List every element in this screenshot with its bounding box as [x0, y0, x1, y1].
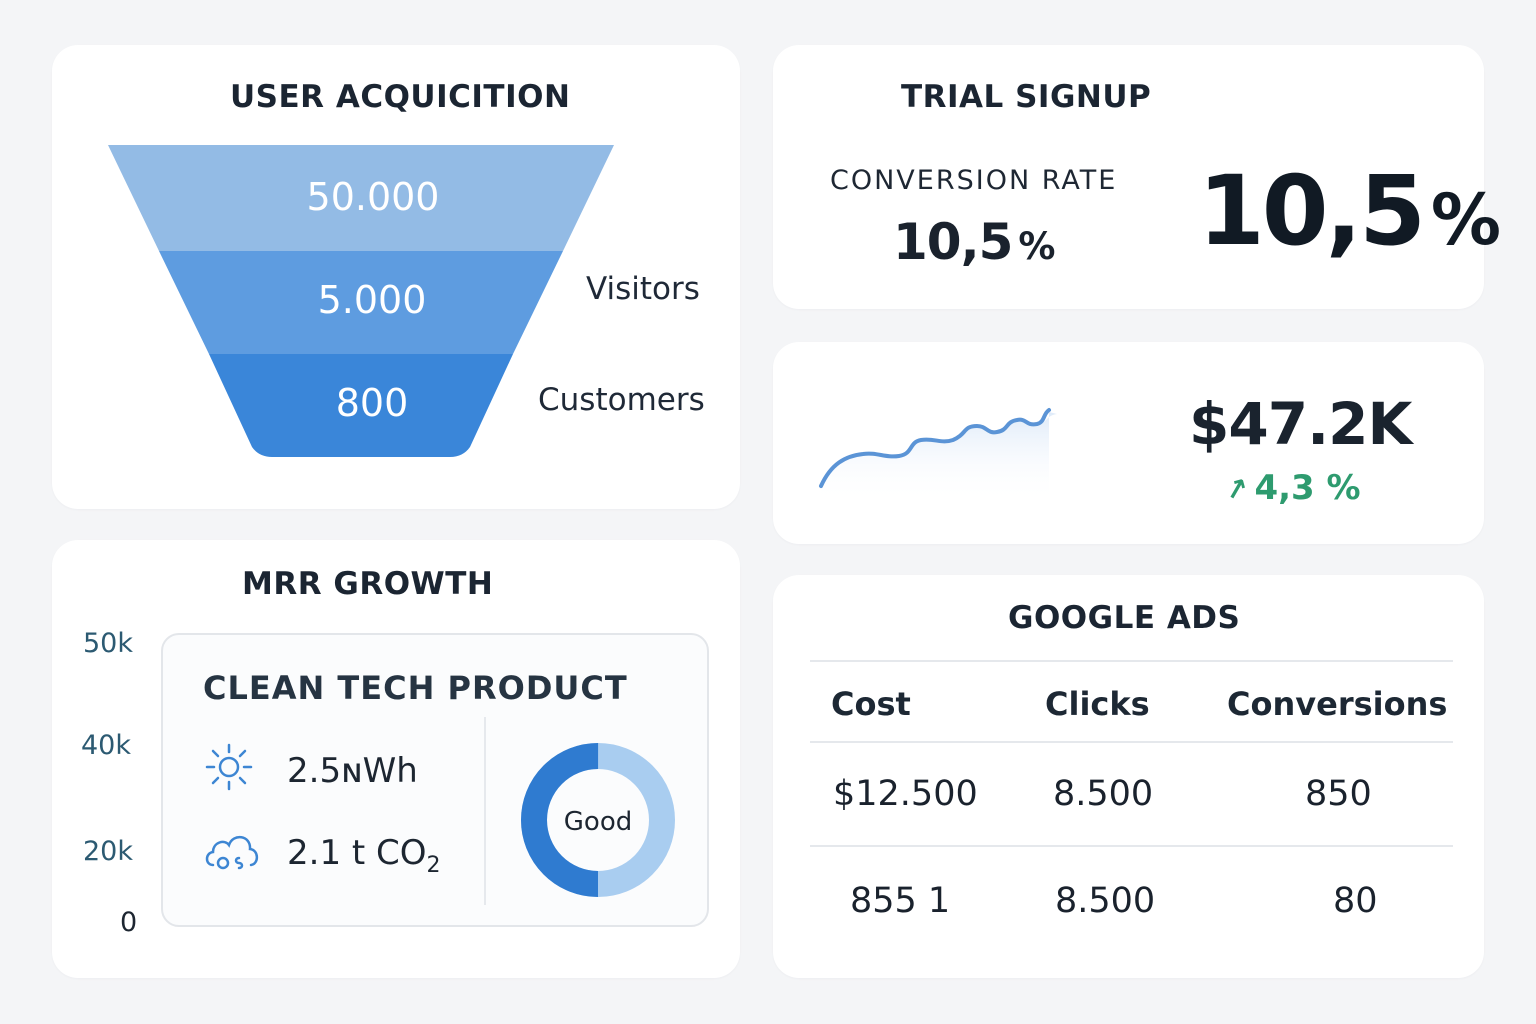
- funnel-value-1: 50.000: [307, 175, 440, 219]
- revenue-value: $47.2K: [1189, 390, 1412, 458]
- cell-clicks: 8.500: [1053, 774, 1154, 814]
- trial-title: TRIAL SIGNUP: [901, 79, 1152, 115]
- donut-fill: [521, 743, 675, 897]
- google-ads-title: GOOGLE ADS: [1008, 600, 1241, 636]
- clean-tech-title: CLEAN TECH PRODUCT: [203, 669, 628, 707]
- conversion-rate-big: 10,5%: [1198, 155, 1501, 267]
- revenue-sparkline: [819, 408, 1057, 502]
- panel-divider: [484, 717, 486, 905]
- funnel-label-visitors: Visitors: [586, 271, 700, 307]
- acquisition-title: USER ACQUICITION: [230, 79, 571, 115]
- energy-value: 2.5: [287, 751, 342, 791]
- acquisition-funnel: 50.000 5.000 800: [108, 145, 614, 457]
- revenue-card: $47.2K ↗4,3 %: [773, 342, 1484, 544]
- y-tick-0: 0: [120, 907, 138, 938]
- cell-conversions: 80: [1333, 881, 1378, 921]
- sparkline-area: [821, 412, 1057, 502]
- column-header-clicks: Clicks: [1045, 685, 1150, 723]
- trend-up-icon: ↗: [1221, 470, 1253, 509]
- carbon-value: 2.1 t CO: [287, 833, 427, 873]
- conversion-rate-small: 10,5%: [893, 213, 1055, 271]
- funnel-value-3: 800: [336, 381, 409, 425]
- table-divider-header: [810, 741, 1453, 743]
- y-tick-50k: 50k: [83, 628, 133, 659]
- clean-tech-panel: CLEAN TECH PRODUCT 2.5ɴWh: [161, 633, 709, 927]
- sparkline-line: [819, 408, 1051, 488]
- table-divider-row: [810, 845, 1453, 847]
- trial-signup-card: TRIAL SIGNUP CONVERSION RATE 10,5% 10,5%: [773, 45, 1501, 309]
- cell-clicks: 8.500: [1055, 881, 1156, 921]
- sun-icon: [205, 743, 253, 791]
- cloud-icon: [205, 836, 259, 870]
- column-header-conversions: Conversions: [1227, 685, 1448, 723]
- revenue-change-value: 4,3 %: [1254, 468, 1361, 508]
- revenue-change: ↗4,3 %: [1221, 468, 1361, 508]
- cell-conversions: 850: [1305, 774, 1372, 814]
- mrr-growth-card: MRR GROWTH 50k 40k 20k 0 CLEAN TECH PROD…: [52, 540, 740, 978]
- conversion-rate-big-unit: %: [1430, 179, 1501, 261]
- user-acquisition-card: USER ACQUICITION 50.000 5.000 800 Visito…: [52, 45, 740, 509]
- table-divider-top: [810, 660, 1453, 662]
- y-tick-40k: 40k: [81, 730, 131, 761]
- funnel-segment-customers: [209, 354, 513, 457]
- energy-unit: ɴWh: [341, 751, 418, 791]
- column-header-cost: Cost: [831, 685, 911, 723]
- donut-label: Good: [564, 807, 632, 837]
- cell-cost: $12.500: [833, 774, 978, 814]
- funnel-value-2: 5.000: [318, 278, 427, 322]
- carbon-metric: 2.1 t CO2: [287, 833, 441, 878]
- conversion-rate-small-value: 10,5: [893, 213, 1013, 271]
- funnel-segment-visitors-top: [108, 145, 614, 251]
- conversion-rate-big-value: 10,5: [1198, 155, 1426, 267]
- y-tick-20k: 20k: [83, 836, 133, 867]
- funnel-segment-middle: [159, 251, 563, 354]
- cell-cost: 855 1: [850, 881, 951, 921]
- mrr-title: MRR GROWTH: [242, 566, 494, 602]
- conversion-rate-small-unit: %: [1018, 225, 1055, 268]
- status-donut: Good: [521, 743, 675, 897]
- carbon-subscript: 2: [426, 852, 441, 878]
- google-ads-card: GOOGLE ADS Cost Clicks Conversions $12.5…: [773, 575, 1484, 978]
- conversion-rate-label: CONVERSION RATE: [830, 165, 1118, 196]
- energy-metric: 2.5ɴWh: [287, 751, 418, 791]
- funnel-label-customers: Customers: [538, 382, 705, 418]
